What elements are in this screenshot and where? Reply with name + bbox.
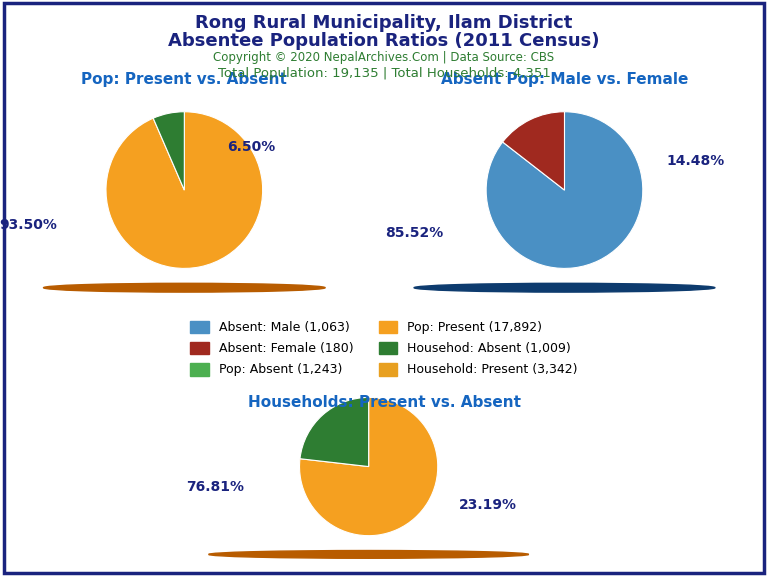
Text: Rong Rural Municipality, Ilam District: Rong Rural Municipality, Ilam District xyxy=(195,14,573,32)
Text: 93.50%: 93.50% xyxy=(0,218,57,232)
Text: 23.19%: 23.19% xyxy=(458,498,517,511)
Ellipse shape xyxy=(209,551,528,558)
Text: Total Population: 19,135 | Total Households: 4,351: Total Population: 19,135 | Total Househo… xyxy=(217,67,551,81)
Text: 14.48%: 14.48% xyxy=(667,154,724,168)
Text: Households: Present vs. Absent: Households: Present vs. Absent xyxy=(247,395,521,410)
Wedge shape xyxy=(300,397,438,536)
Title: Absent Pop: Male vs. Female: Absent Pop: Male vs. Female xyxy=(441,72,688,87)
Wedge shape xyxy=(486,112,643,268)
Text: 76.81%: 76.81% xyxy=(186,480,244,494)
Text: Copyright © 2020 NepalArchives.Com | Data Source: CBS: Copyright © 2020 NepalArchives.Com | Dat… xyxy=(214,51,554,64)
Wedge shape xyxy=(153,112,184,190)
Wedge shape xyxy=(300,397,369,467)
Wedge shape xyxy=(502,112,564,190)
Wedge shape xyxy=(106,112,263,268)
Ellipse shape xyxy=(414,283,715,292)
Title: Pop: Present vs. Absent: Pop: Present vs. Absent xyxy=(81,72,287,87)
Text: Absentee Population Ratios (2011 Census): Absentee Population Ratios (2011 Census) xyxy=(168,32,600,50)
Legend: Absent: Male (1,063), Absent: Female (180), Pop: Absent (1,243), Pop: Present (1: Absent: Male (1,063), Absent: Female (18… xyxy=(190,320,578,377)
Text: 6.50%: 6.50% xyxy=(227,140,276,154)
Text: 85.52%: 85.52% xyxy=(385,226,443,240)
Ellipse shape xyxy=(44,283,325,292)
